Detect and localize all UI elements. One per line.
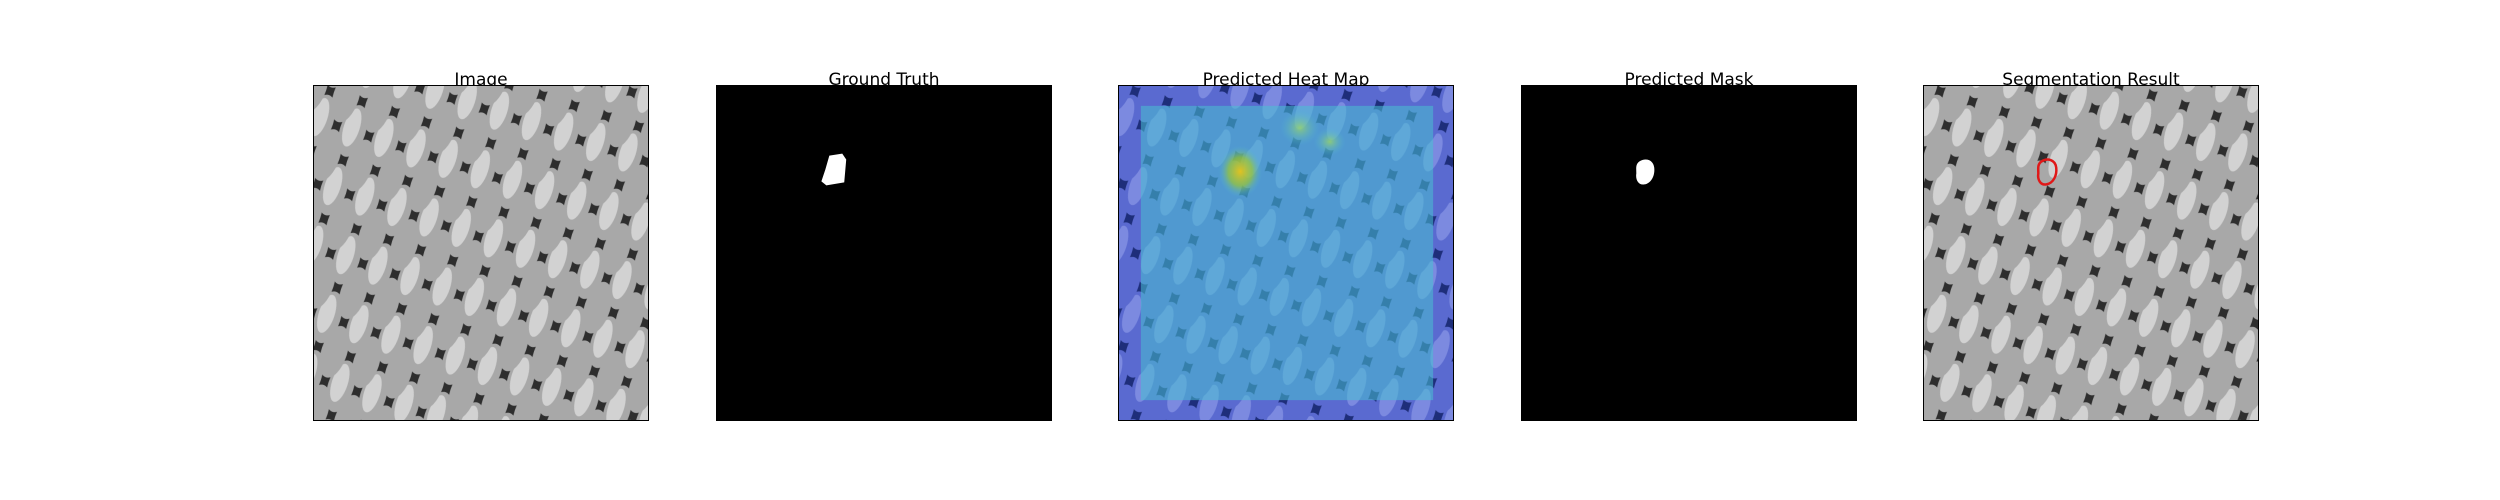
ground-truth-frame: [716, 85, 1052, 421]
heatmap-hotspot: [1218, 145, 1263, 198]
segmentation-image: [1924, 86, 2258, 420]
ground-truth-mask: [717, 86, 1051, 420]
predicted-defect-region: [1636, 159, 1655, 185]
heatmap-core-region: [1140, 105, 1434, 401]
heatmap-image: [1119, 86, 1453, 420]
ground-truth-defect-region: [821, 153, 847, 186]
image-frame: [313, 85, 649, 421]
heatmap-frame: [1118, 85, 1454, 421]
segmentation-contour: [2036, 158, 2058, 186]
segmentation-frame: [1923, 85, 2259, 421]
predicted-mask-image: [1522, 86, 1856, 420]
texture-image: [314, 86, 648, 420]
predicted-mask-frame: [1521, 85, 1857, 421]
